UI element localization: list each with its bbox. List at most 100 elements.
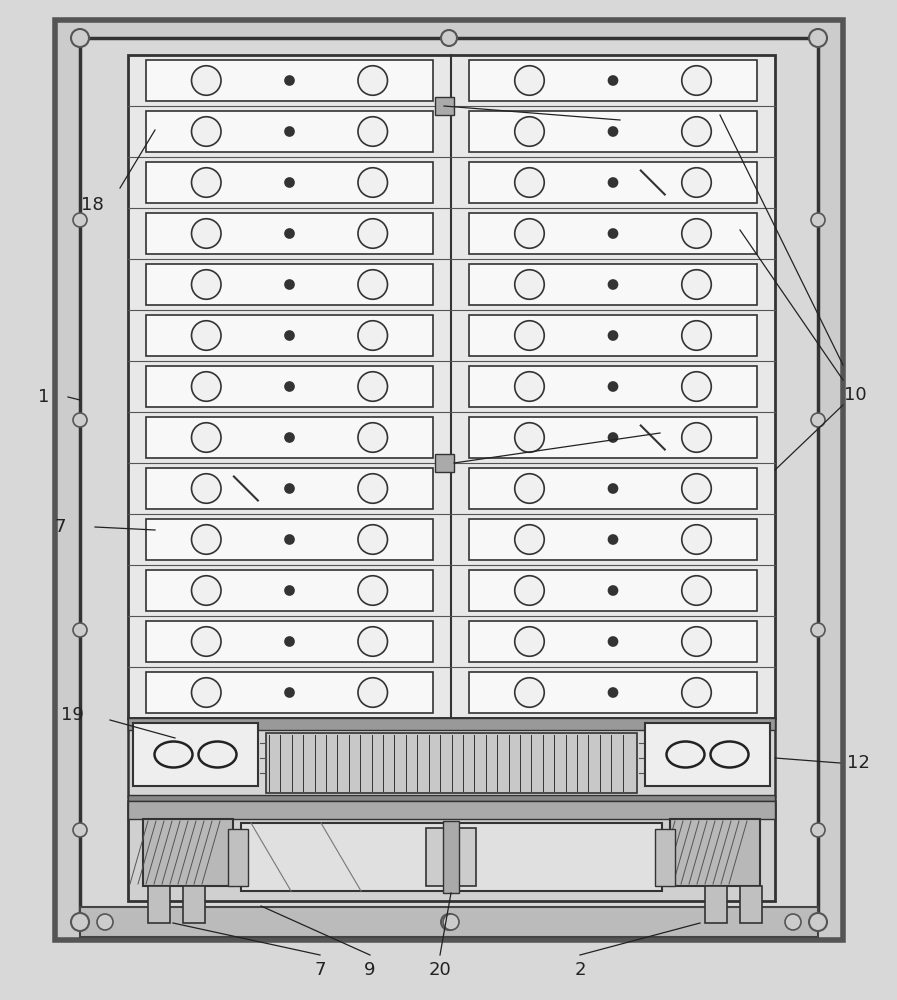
Circle shape — [608, 637, 617, 646]
Text: 12: 12 — [847, 754, 869, 772]
Circle shape — [515, 627, 544, 656]
Bar — [266, 733, 637, 793]
Circle shape — [441, 914, 457, 930]
Circle shape — [285, 127, 294, 136]
Bar — [146, 417, 433, 458]
Circle shape — [809, 29, 827, 47]
Bar — [143, 819, 233, 886]
Circle shape — [682, 321, 711, 350]
Text: 20: 20 — [429, 961, 451, 979]
Bar — [469, 417, 757, 458]
Circle shape — [285, 433, 294, 442]
Bar — [128, 801, 775, 819]
Bar — [740, 886, 762, 923]
Circle shape — [515, 576, 544, 605]
Bar — [183, 886, 205, 923]
Bar — [469, 264, 757, 305]
Bar — [469, 672, 757, 713]
Bar — [469, 111, 757, 152]
Circle shape — [811, 823, 825, 837]
Circle shape — [515, 168, 544, 197]
Text: 10: 10 — [844, 386, 867, 404]
Circle shape — [358, 423, 388, 452]
Circle shape — [515, 219, 544, 248]
Circle shape — [515, 270, 544, 299]
Text: 7: 7 — [54, 518, 65, 536]
Circle shape — [608, 280, 617, 289]
Circle shape — [682, 678, 711, 707]
Bar — [228, 829, 248, 886]
Bar — [469, 60, 757, 101]
Circle shape — [608, 433, 617, 442]
Circle shape — [358, 219, 388, 248]
Text: 2: 2 — [574, 961, 586, 979]
Circle shape — [192, 66, 221, 95]
Bar — [146, 162, 433, 203]
Bar — [469, 621, 757, 662]
Circle shape — [358, 168, 388, 197]
Circle shape — [73, 413, 87, 427]
Bar — [469, 570, 757, 611]
Circle shape — [73, 823, 87, 837]
Circle shape — [682, 627, 711, 656]
Circle shape — [785, 914, 801, 930]
Bar — [128, 795, 775, 801]
Circle shape — [192, 270, 221, 299]
Circle shape — [608, 127, 617, 136]
Text: 19: 19 — [61, 706, 83, 724]
Bar — [426, 828, 476, 886]
Circle shape — [441, 30, 457, 46]
Bar — [435, 454, 454, 472]
Circle shape — [608, 229, 617, 238]
Circle shape — [515, 474, 544, 503]
Circle shape — [285, 331, 294, 340]
Circle shape — [811, 413, 825, 427]
Bar — [435, 97, 454, 115]
Circle shape — [285, 178, 294, 187]
Bar — [55, 20, 843, 940]
Circle shape — [97, 914, 113, 930]
Circle shape — [192, 627, 221, 656]
Circle shape — [285, 229, 294, 238]
Circle shape — [285, 535, 294, 544]
Circle shape — [285, 76, 294, 85]
Circle shape — [358, 678, 388, 707]
Bar — [469, 468, 757, 509]
Circle shape — [682, 372, 711, 401]
Circle shape — [515, 66, 544, 95]
Circle shape — [285, 688, 294, 697]
Bar — [80, 38, 818, 922]
Text: 1: 1 — [39, 388, 49, 406]
Bar — [146, 213, 433, 254]
Circle shape — [73, 213, 87, 227]
Bar — [469, 366, 757, 407]
Bar — [443, 821, 459, 893]
Circle shape — [608, 382, 617, 391]
Circle shape — [811, 213, 825, 227]
Circle shape — [608, 535, 617, 544]
Circle shape — [192, 525, 221, 554]
Circle shape — [682, 66, 711, 95]
Bar — [241, 823, 662, 891]
Bar — [469, 213, 757, 254]
Bar — [146, 366, 433, 407]
Circle shape — [192, 372, 221, 401]
Bar — [146, 111, 433, 152]
Circle shape — [285, 586, 294, 595]
Bar — [705, 886, 727, 923]
Circle shape — [682, 525, 711, 554]
Circle shape — [71, 29, 89, 47]
Circle shape — [285, 484, 294, 493]
Circle shape — [682, 270, 711, 299]
Circle shape — [608, 76, 617, 85]
Circle shape — [682, 576, 711, 605]
Bar — [146, 315, 433, 356]
Circle shape — [608, 688, 617, 697]
Circle shape — [285, 382, 294, 391]
Circle shape — [682, 168, 711, 197]
Bar — [146, 621, 433, 662]
Bar — [645, 723, 770, 786]
Circle shape — [515, 117, 544, 146]
Text: 7: 7 — [314, 961, 326, 979]
Bar — [146, 672, 433, 713]
